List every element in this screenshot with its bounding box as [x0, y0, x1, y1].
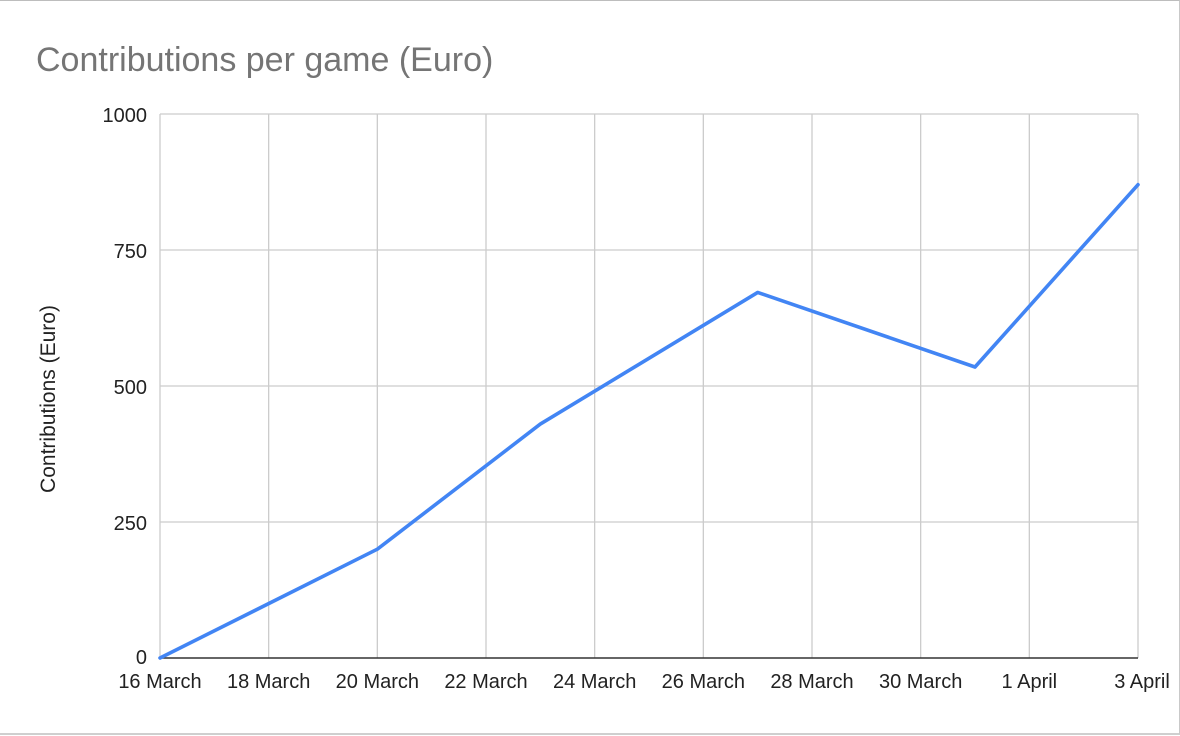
y-axis-ticks: 0 250 500 750 1000	[103, 105, 148, 669]
x-tick-label: 20 March	[336, 671, 419, 693]
x-tick-label: 30 March	[879, 671, 962, 693]
data-point	[754, 288, 762, 296]
x-tick-label: 1 April	[1002, 671, 1058, 693]
data-point	[156, 654, 164, 662]
x-axis-ticks: 16 March 18 March 20 March 22 March 24 March…	[118, 671, 1169, 693]
y-tick-label: 250	[114, 513, 147, 535]
data-point	[971, 363, 979, 371]
y-tick-label: 500	[114, 377, 147, 399]
y-tick-label: 750	[114, 241, 147, 263]
x-tick-label: 3 April	[1114, 671, 1170, 693]
x-tick-label: 28 March	[770, 671, 853, 693]
data-point	[373, 545, 381, 553]
series-line	[158, 182, 1140, 660]
x-tick-label: 16 March	[118, 671, 201, 693]
data-point	[536, 420, 544, 428]
x-tick-label: 24 March	[553, 671, 636, 693]
y-axis-label: Contributions (Euro)	[37, 305, 60, 493]
x-tick-label: 22 March	[444, 671, 527, 693]
gridlines	[159, 113, 1139, 658]
x-tick-label: 26 March	[662, 671, 745, 693]
x-tick-label: 18 March	[227, 671, 310, 693]
chart-title: Contributions per game (Euro)	[36, 41, 493, 79]
data-point	[1134, 181, 1142, 189]
series-lines	[158, 182, 1140, 660]
y-tick-label: 0	[136, 647, 147, 669]
data-points	[156, 181, 1142, 662]
y-tick-label: 1000	[103, 105, 148, 127]
